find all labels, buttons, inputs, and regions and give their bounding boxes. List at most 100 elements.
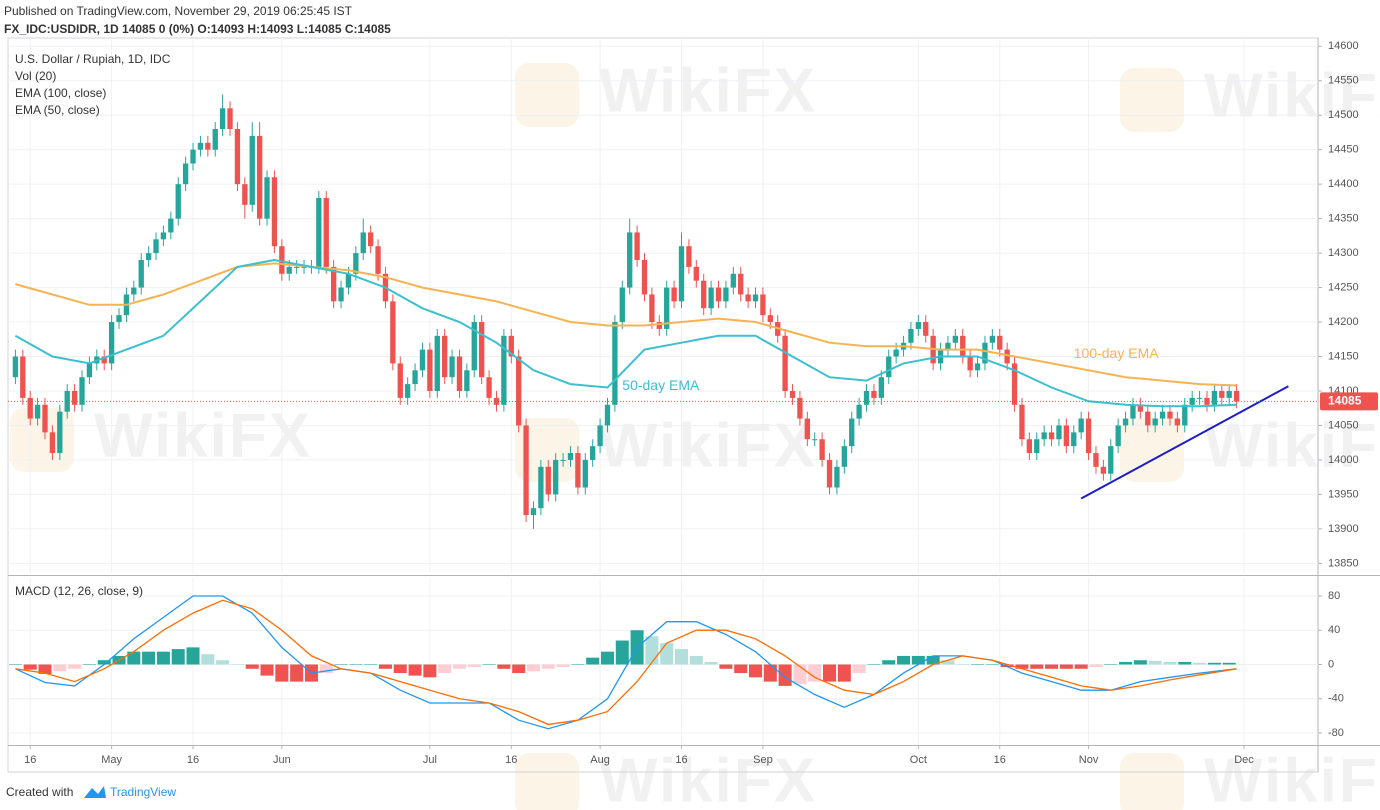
histogram-bar <box>216 660 230 665</box>
candle-body <box>345 273 352 288</box>
histogram-bar <box>38 664 52 674</box>
candle-body <box>1078 418 1084 433</box>
candle-body <box>219 108 226 130</box>
histogram-bar <box>882 660 896 665</box>
candle-body <box>656 322 662 329</box>
candle-body <box>893 349 899 357</box>
candle-body <box>1100 466 1107 474</box>
candle-body <box>841 446 847 467</box>
candle-body <box>1115 425 1121 447</box>
histogram-bar <box>1148 661 1162 665</box>
candle-body <box>182 163 189 185</box>
candle-body <box>871 390 877 398</box>
candle-body <box>116 315 122 323</box>
histogram-bar <box>763 664 777 682</box>
candle-body <box>1204 397 1210 405</box>
candle-body <box>293 266 300 268</box>
histogram-bar <box>393 664 407 674</box>
y-tick-label: 14550 <box>1328 75 1359 87</box>
candle-body <box>516 356 522 426</box>
candle-body <box>686 246 692 267</box>
histogram-bar <box>615 640 629 665</box>
histogram-bar <box>186 647 200 665</box>
candle-body <box>1108 446 1114 474</box>
histogram-bar <box>1015 664 1029 669</box>
candle-body <box>508 335 514 357</box>
histogram-bar <box>423 664 437 678</box>
candle-body <box>1034 439 1040 454</box>
candle-body <box>190 149 196 164</box>
candle-body <box>664 287 670 329</box>
candle-body <box>338 287 344 302</box>
watermark-logo <box>1120 68 1184 132</box>
y-tick-label: 14300 <box>1328 247 1359 259</box>
histogram-bar <box>142 651 156 665</box>
histogram-bar <box>956 664 970 665</box>
histogram-bar <box>1133 660 1147 665</box>
histogram-bar <box>660 643 674 665</box>
histogram-bar <box>1030 664 1044 669</box>
candle-body <box>797 397 803 419</box>
y-tick-label: 13850 <box>1328 557 1359 569</box>
candle-body <box>323 197 329 267</box>
histogram-bar <box>378 664 392 669</box>
y-tick-label: 14250 <box>1328 281 1359 293</box>
candle-body <box>1174 418 1181 426</box>
candle-body <box>27 397 33 419</box>
candle-body <box>723 287 729 302</box>
candle-body <box>79 377 85 405</box>
macd-line <box>15 595 1237 730</box>
candle-body <box>501 335 507 405</box>
histogram-bar <box>1207 662 1221 665</box>
candle-body <box>1196 397 1203 399</box>
histogram-bar <box>68 664 82 669</box>
candle-body <box>256 135 263 219</box>
histogram-bar <box>349 664 363 665</box>
histogram-bar <box>793 664 807 685</box>
candle-body <box>375 246 381 274</box>
candle-body <box>553 459 559 495</box>
candle-body <box>197 142 204 150</box>
histogram-bar <box>245 664 259 669</box>
histogram-bar <box>778 664 792 686</box>
candle-body <box>952 335 959 343</box>
x-tick-label: 16 <box>994 754 1006 766</box>
histogram-bar <box>941 660 955 665</box>
histogram-bar <box>82 664 96 665</box>
candle-body <box>86 363 93 378</box>
histogram-bar <box>1089 664 1103 668</box>
candle-body <box>1011 363 1018 405</box>
histogram-bar <box>823 664 837 682</box>
y-tick-label: 13950 <box>1328 488 1359 500</box>
histogram-bar <box>290 664 304 682</box>
legend-ema100: EMA (100, close) <box>15 86 106 100</box>
annotation: 100-day EMA <box>1074 345 1159 361</box>
legend-volume: Vol (20) <box>15 69 56 83</box>
brand-link[interactable]: TradingView <box>110 785 176 799</box>
created-with: Created with <box>6 785 73 799</box>
histogram-bar <box>867 664 881 665</box>
candle-body <box>449 356 455 378</box>
candle-body <box>34 404 41 419</box>
watermark-text: WikiFX <box>1204 746 1380 810</box>
ema-line <box>14 258 1237 408</box>
candle-body <box>242 184 248 205</box>
candle-body <box>1159 411 1166 419</box>
histogram-bar <box>1059 664 1073 669</box>
histogram-bar <box>734 664 748 674</box>
candle-body <box>316 197 322 267</box>
candle-body <box>989 335 996 343</box>
histogram-bar <box>275 664 289 682</box>
candle-body <box>849 418 855 447</box>
candle-body <box>486 377 492 398</box>
candle-body <box>1219 390 1225 398</box>
macd-title: MACD (12, 26, close, 9) <box>15 584 143 598</box>
trendline <box>1080 385 1289 500</box>
candle-body <box>101 356 107 364</box>
y-tick-label: 13900 <box>1328 523 1359 535</box>
candle-body <box>205 142 211 150</box>
candle-body <box>1071 432 1077 447</box>
x-tick-label: 16 <box>187 754 199 766</box>
y-tick-label: -80 <box>1328 727 1344 739</box>
histogram-bar <box>438 664 452 674</box>
